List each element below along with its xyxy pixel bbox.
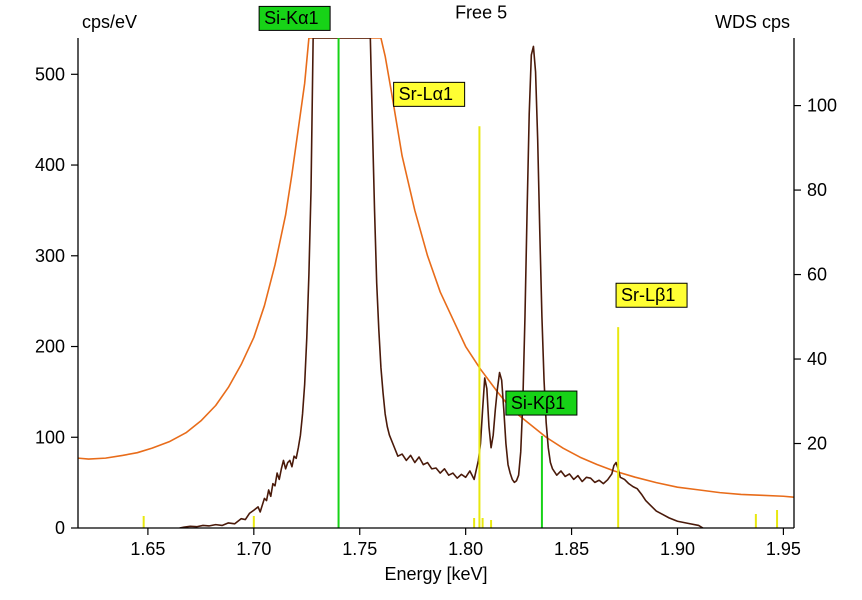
y-right-tick-label: 100 (807, 96, 837, 116)
x-tick-label: 1.70 (236, 539, 271, 559)
x-tick-label: 1.95 (766, 539, 801, 559)
svg-text:Sr-Lα1: Sr-Lα1 (399, 84, 453, 104)
svg-text:Si-Kβ1: Si-Kβ1 (511, 393, 565, 413)
spectrum-chart: Si-Kα1 Sr-Lα1 Si-Kβ1 Sr-Lβ1 Free 5 1.65 1.70 1.… (0, 0, 862, 600)
x-tick-label: 1.75 (342, 539, 377, 559)
y-right-tick-label: 80 (807, 180, 827, 200)
svg-text:Si-Kα1: Si-Kα1 (264, 8, 318, 28)
y-left-axis-label: cps/eV (82, 12, 137, 32)
sr-lb1-line-label: Sr-Lβ1 (616, 283, 687, 307)
y-right-axis-label: WDS cps (715, 12, 790, 32)
y-right-tick-label: 60 (807, 265, 827, 285)
svg-text:Sr-Lβ1: Sr-Lβ1 (621, 285, 675, 305)
y-right-tick-label: 40 (807, 349, 827, 369)
x-tick-label: 1.65 (130, 539, 165, 559)
y-left-tick-label: 300 (35, 246, 65, 266)
x-axis-label: Energy [keV] (384, 564, 487, 584)
y-left-tick-label: 0 (55, 518, 65, 538)
x-tick-label: 1.90 (660, 539, 695, 559)
sr-la1-line-label: Sr-Lα1 (394, 82, 465, 106)
x-tick-label: 1.85 (554, 539, 589, 559)
free-5-label: Free 5 (455, 2, 507, 22)
y-left-tick-label: 400 (35, 155, 65, 175)
chart-svg: Si-Kα1 Sr-Lα1 Si-Kβ1 Sr-Lβ1 Free 5 1.65 1.70 1.… (0, 0, 862, 600)
y-left-tick-label: 100 (35, 427, 65, 447)
si-kb1-line-label: Si-Kβ1 (506, 391, 577, 415)
x-tick-label: 1.80 (448, 539, 483, 559)
y-left-tick-label: 500 (35, 64, 65, 84)
si-ka1-line-label: Si-Kα1 (259, 6, 330, 30)
y-right-tick-label: 20 (807, 434, 827, 454)
y-left-tick-label: 200 (35, 337, 65, 357)
